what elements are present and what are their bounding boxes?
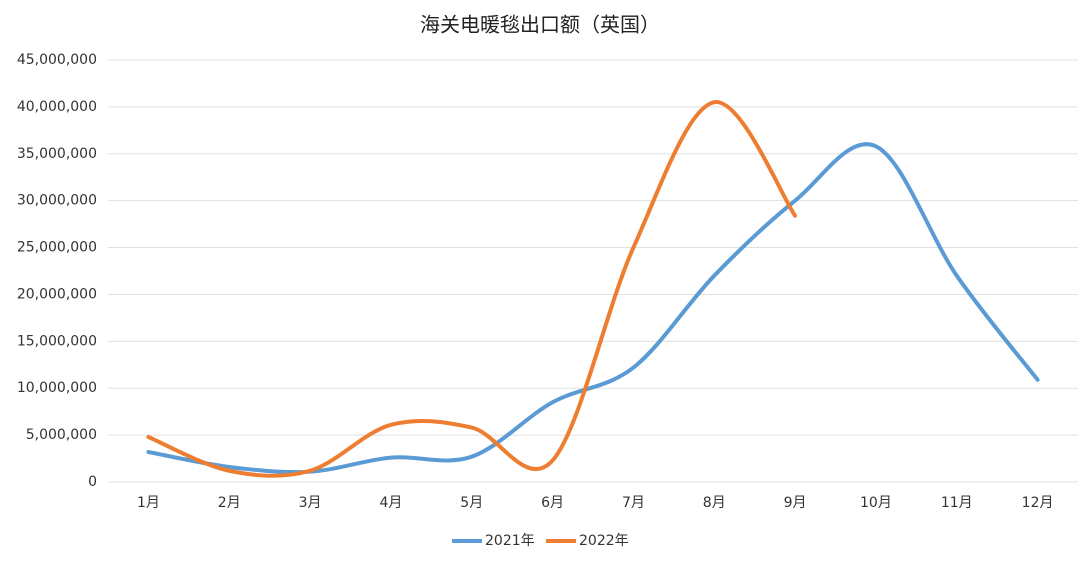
x-tick-label: 4月 — [379, 495, 402, 511]
line-series — [146, 100, 798, 478]
x-tick-label: 10月 — [860, 495, 892, 511]
y-tick-label: 5,000,000 — [26, 427, 97, 443]
x-tick-label: 3月 — [299, 495, 322, 511]
x-tick-label: 11月 — [941, 495, 973, 511]
x-tick-label: 12月 — [1022, 495, 1054, 511]
y-tick-label: 10,000,000 — [17, 380, 97, 396]
x-tick-label: 7月 — [622, 495, 645, 511]
y-tick-label: 35,000,000 — [17, 146, 97, 162]
x-tick-label: 5月 — [460, 495, 483, 511]
chart-title: 海关电暖毯出口额（英国） — [420, 13, 660, 37]
y-tick-label: 15,000,000 — [17, 333, 97, 349]
x-tick-label: 1月 — [137, 495, 160, 511]
x-tick-label: 8月 — [703, 495, 726, 511]
y-tick-label: 0 — [88, 474, 97, 490]
legend-label: 2021年 — [485, 533, 535, 549]
y-tick-label: 45,000,000 — [17, 52, 97, 68]
legend-label: 2022年 — [579, 533, 629, 549]
y-tick-label: 20,000,000 — [17, 286, 97, 302]
y-tick-label: 30,000,000 — [17, 193, 97, 209]
x-tick-label: 2月 — [218, 495, 241, 511]
x-tick-label: 9月 — [784, 495, 807, 511]
x-tick-label: 6月 — [541, 495, 564, 511]
y-tick-label: 40,000,000 — [17, 99, 97, 115]
y-tick-label: 25,000,000 — [17, 240, 97, 256]
